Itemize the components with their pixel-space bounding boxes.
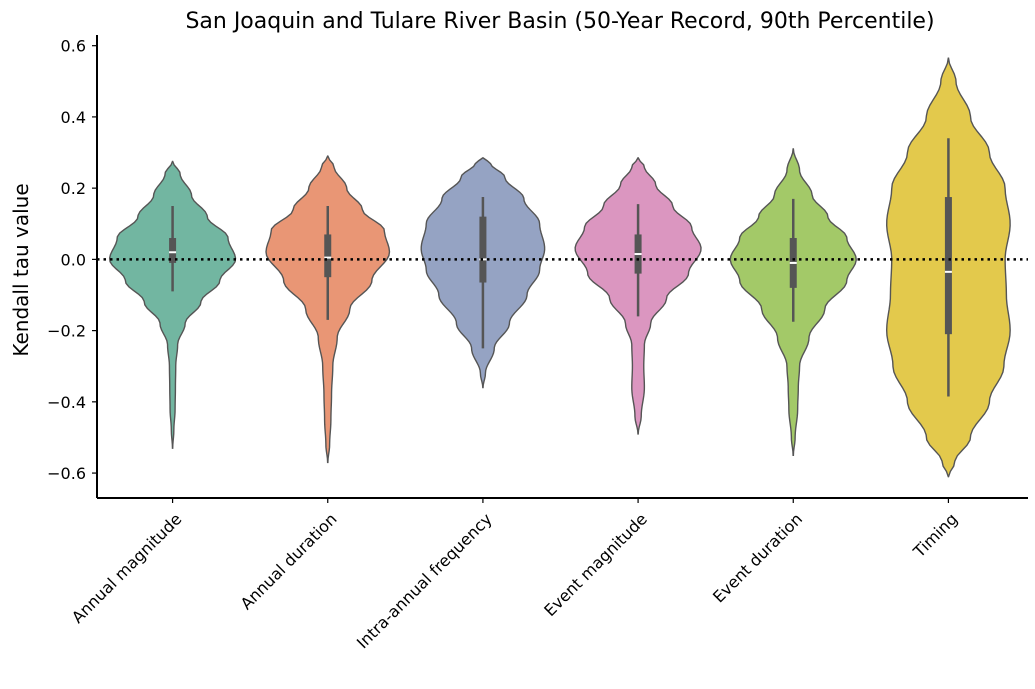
y-tick-label: 0.0 (61, 250, 86, 269)
chart-title: San Joaquin and Tulare River Basin (50-Y… (185, 9, 934, 34)
violin-iqr-box (944, 197, 952, 335)
violin-intra-annual-frequency (420, 157, 546, 389)
x-tick-label: Annual duration (237, 509, 341, 613)
violin-annual-magnitude (108, 160, 237, 449)
violin-event-magnitude (574, 157, 702, 435)
y-tick-label: 0.4 (61, 108, 86, 127)
y-tick-label: 0.6 (61, 37, 86, 56)
y-tick-label: −0.2 (47, 322, 86, 341)
y-axis-label: Kendall tau value (9, 183, 33, 356)
x-tick-label: Event magnitude (540, 509, 651, 620)
violin-iqr-box (169, 238, 177, 263)
violin-timing (885, 57, 1011, 478)
x-tick-label: Timing (909, 509, 961, 561)
x-tick-label: Event duration (709, 509, 806, 606)
x-tick-label: Intra-annual frequency (353, 509, 496, 652)
violin-iqr-box (324, 234, 332, 278)
violin-event-duration (729, 148, 857, 456)
y-tick-label: −0.6 (47, 464, 86, 483)
violins-layer (108, 57, 1011, 478)
violin-body (108, 160, 237, 449)
y-tick-label: 0.2 (61, 179, 86, 198)
x-tick-label: Annual magnitude (68, 509, 186, 627)
y-tick-label: −0.4 (47, 393, 86, 412)
violin-annual-duration (265, 155, 391, 464)
violin-iqr-box (479, 216, 487, 283)
axes-layer: −0.6 −0.4 −0.2 0.0 0.2 0.4 0.6 Annual magnitude… (47, 35, 1028, 652)
